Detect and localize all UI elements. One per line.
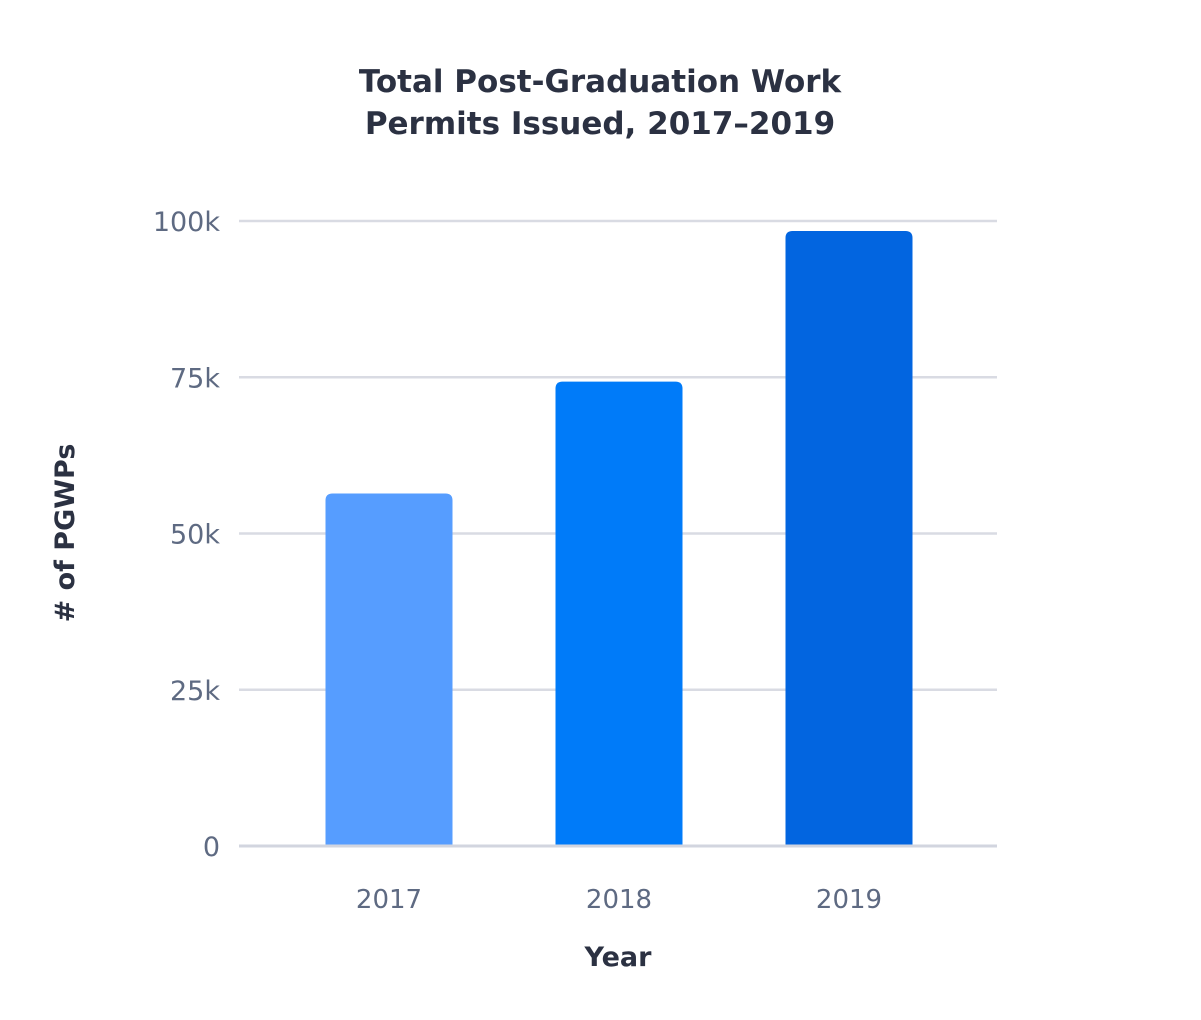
chart-title-line-1: Total Post-Graduation Work [359, 64, 843, 100]
x-tick-label: 2018 [586, 885, 652, 915]
bars [239, 231, 997, 848]
x-axis-ticks: 2017 2018 2019 [356, 885, 882, 915]
x-axis-title: Year [584, 942, 653, 973]
y-tick-label: 0 [203, 832, 220, 863]
y-tick-label: 100k [153, 207, 221, 238]
bar-2017 [325, 493, 453, 846]
bar-2019 [785, 231, 913, 846]
y-tick-label: 75k [170, 363, 220, 394]
bar-2018 [555, 381, 683, 846]
x-tick-label: 2017 [356, 885, 422, 915]
y-axis-title: # of PGWPs [50, 444, 81, 623]
y-tick-label: 50k [170, 520, 220, 551]
x-tick-label: 2019 [816, 885, 882, 915]
y-axis-ticks: 0 25k 50k 75k 100k [153, 207, 221, 863]
y-tick-label: 25k [170, 676, 220, 707]
chart-title-line-2: Permits Issued, 2017–2019 [365, 106, 835, 142]
